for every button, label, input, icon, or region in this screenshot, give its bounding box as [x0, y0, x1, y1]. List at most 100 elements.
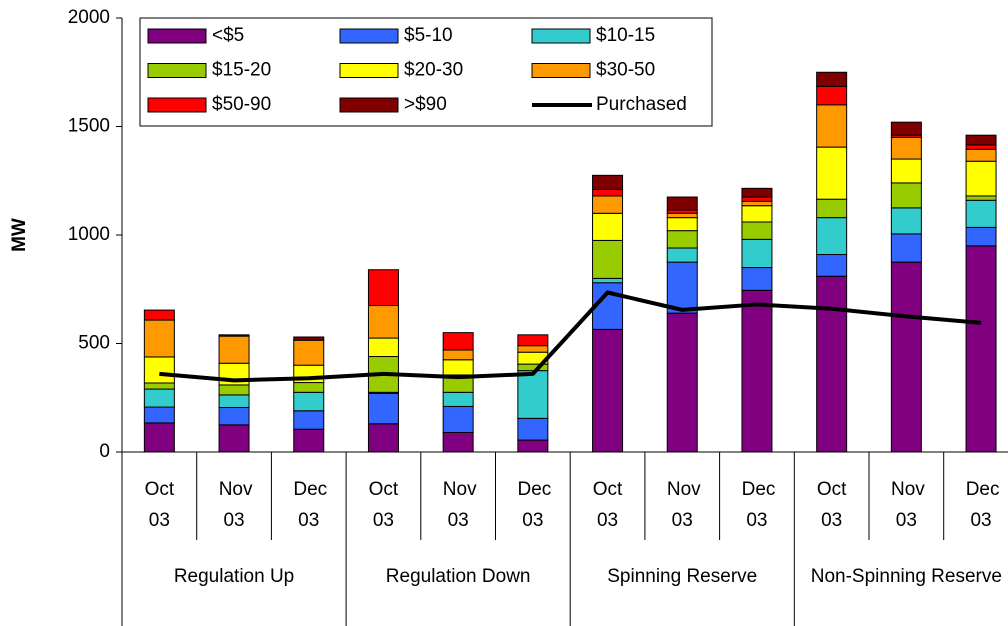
bar-segment [965, 195, 997, 201]
bar-segment [143, 319, 175, 358]
bar-segment [367, 337, 399, 358]
legend-label: $30-50 [596, 60, 655, 81]
x-tick-label: Oct 03 [816, 479, 847, 531]
bar-segment [592, 174, 624, 190]
bar-segment [517, 370, 549, 419]
bar-segment [890, 182, 922, 209]
bar-segment [890, 233, 922, 263]
legend-label: <$5 [212, 25, 244, 46]
bar-segment [965, 245, 997, 453]
x-tick-label: Nov 03 [218, 479, 253, 531]
x-tick-label: Nov 03 [442, 479, 477, 531]
group-label: Regulation Down [385, 566, 531, 587]
bar-segment [890, 136, 922, 160]
legend-label: $15-20 [212, 60, 271, 81]
bar-segment [741, 196, 773, 202]
bar-segment [517, 417, 549, 441]
bar-segment [741, 267, 773, 291]
group-label: Regulation Up [173, 566, 295, 587]
y-tick-label: 2000 [68, 7, 110, 28]
bar-segment [965, 144, 997, 150]
x-tick-label: Nov 03 [891, 479, 925, 531]
bar-segment [143, 382, 175, 390]
bar-segment [666, 230, 698, 249]
bar-segment [143, 406, 175, 424]
bar-segment [517, 345, 549, 353]
bar-segment [218, 334, 250, 337]
bar-segment [367, 305, 399, 339]
bar-segment [517, 334, 549, 347]
x-tick-label: Nov 03 [666, 479, 701, 531]
bar-segment [143, 356, 175, 384]
bar-segment [143, 388, 175, 408]
line-series [159, 290, 982, 383]
x-tick-label: Dec 03 [965, 479, 1000, 531]
legend-swatch [147, 63, 207, 78]
x-tick-label: Oct 03 [592, 479, 623, 531]
bar-segment [592, 277, 624, 284]
bar-segment [218, 407, 250, 426]
bar-segment [293, 336, 325, 341]
legend-swatch [339, 63, 399, 78]
bar-segment [143, 309, 175, 321]
legend-label: $10-15 [596, 25, 655, 46]
bar-segment [741, 205, 773, 223]
bar-segment [741, 221, 773, 240]
y-tick-label: 0 [99, 441, 110, 462]
x-tick-label: Dec 03 [293, 479, 328, 531]
bar-segment [666, 196, 698, 211]
bar-segment [592, 195, 624, 214]
bar-segment [592, 212, 624, 241]
bar-segment [816, 71, 848, 87]
bar-segment [890, 121, 922, 136]
legend-box [139, 17, 713, 127]
x-tick-label: Oct 03 [144, 479, 175, 531]
bar-segment [890, 261, 922, 453]
bar-segment [143, 422, 175, 453]
bar-segment [816, 254, 848, 277]
bar-segment [965, 134, 997, 146]
legend-label: $50-90 [212, 94, 271, 115]
bar-segment [218, 424, 250, 453]
bar-segment [816, 217, 848, 256]
bar-segment [442, 391, 474, 407]
legend-swatch [339, 97, 399, 113]
legend-swatch [531, 63, 591, 78]
bar-segment [816, 146, 848, 200]
bar-segment [517, 439, 549, 453]
bar-segment [741, 289, 773, 453]
y-axis-label: MW [9, 218, 30, 252]
group-label: Spinning Reserve [607, 566, 758, 587]
legend-swatch [531, 28, 591, 44]
bar-segment [741, 238, 773, 269]
y-tick-label: 1500 [68, 116, 110, 137]
bar-segment [293, 391, 325, 412]
bar-segment [965, 160, 997, 197]
bar-segment [293, 382, 325, 393]
bar-segment [741, 200, 773, 207]
legend-label: Purchased [596, 94, 687, 115]
x-tick-label: Dec 03 [741, 479, 776, 531]
y-tick-label: 1000 [68, 224, 110, 245]
bar-segment [442, 431, 474, 453]
bar-segment [592, 328, 624, 453]
bar-segment [666, 212, 698, 219]
bar-segment [965, 226, 997, 247]
bar-segment [442, 332, 474, 351]
bar-segment [218, 394, 250, 409]
bar-segment [442, 359, 474, 376]
bar-segment [218, 335, 250, 364]
bar-segment [816, 104, 848, 148]
bar-segment [592, 188, 624, 197]
bar-segment [666, 217, 698, 232]
legend-swatch [147, 28, 207, 44]
legend-swatch [339, 28, 399, 44]
bar-segment [666, 247, 698, 263]
bar-segment [218, 384, 250, 396]
bar-segment [442, 349, 474, 361]
x-tick-label: Dec 03 [517, 479, 552, 531]
bar-segment [293, 428, 325, 453]
x-tick-label: Oct 03 [368, 479, 399, 531]
